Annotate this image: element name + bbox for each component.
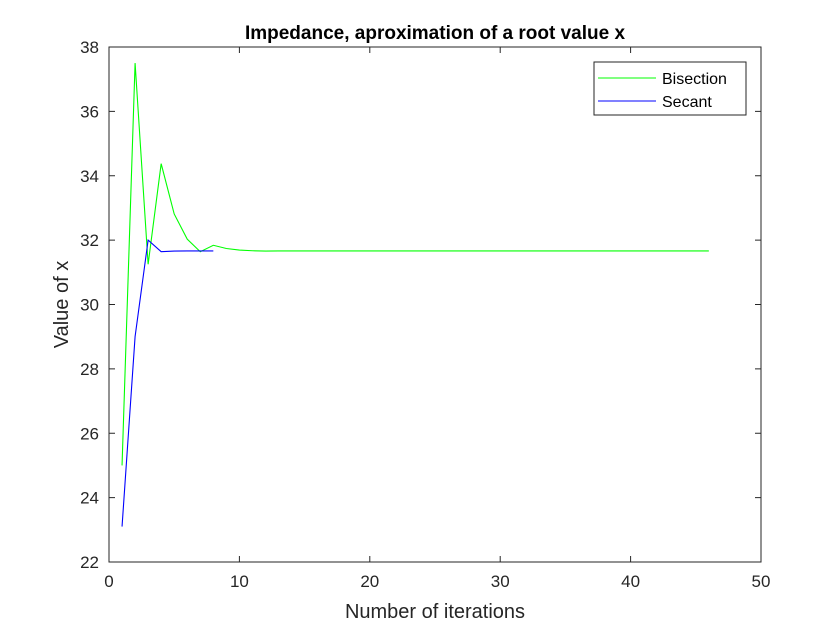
y-tick-label: 26 [80,424,99,443]
x-tick-label: 0 [104,572,113,591]
y-tick-label: 32 [80,231,99,250]
y-tick-label: 22 [80,553,99,572]
x-axis-label: Number of iterations [345,601,525,623]
legend-box [593,61,747,116]
y-tick-label: 36 [80,102,99,121]
y-axis-label: Value of x [51,261,73,348]
y-tick-label: 28 [80,360,99,379]
y-tick-label: 34 [80,167,99,186]
series-line-bisection [121,63,709,466]
x-tick-label: 40 [621,572,640,591]
plot-area [108,46,762,563]
x-tick-label: 30 [491,572,510,591]
chart-title: Impedance, aproximation of a root value … [245,23,626,44]
axis-ticks: 0 10 20 30 40 50 22 24 26 28 30 32 34 36 38 [80,38,770,591]
x-tick-label: 20 [360,572,379,591]
y-tick-label: 30 [80,296,99,315]
legend-label-bisection: Bisection [662,71,727,88]
y-tick-label: 38 [80,38,99,57]
x-tick-label: 10 [230,572,249,591]
y-tick-label: 24 [80,489,99,508]
legend-label-secant: Secant [662,94,712,111]
series-line-secant [121,239,214,527]
series-layer [121,63,709,527]
x-tick-label: 50 [752,572,771,591]
legend: Bisection Secant [593,61,747,116]
